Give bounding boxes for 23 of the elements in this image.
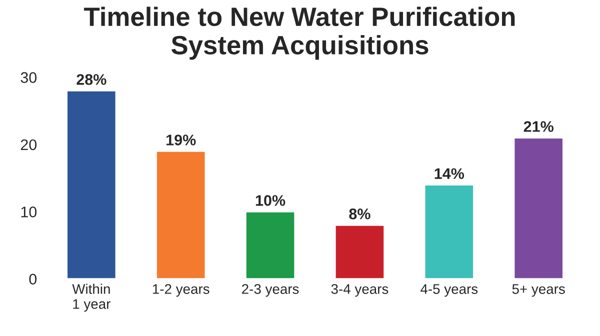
data-label: 8% bbox=[349, 208, 370, 220]
data-label: 19% bbox=[166, 134, 196, 146]
data-label: 21% bbox=[524, 121, 554, 132]
chart-title: Timeline to New Water Purification System Acquisitions bbox=[84, 6, 515, 60]
bar bbox=[244, 210, 296, 280]
y-tick-label: 30 bbox=[20, 72, 37, 83]
x-tick-label: 4-5 years bbox=[420, 284, 478, 297]
bar bbox=[66, 90, 117, 280]
x-tick-label: Within 1 year bbox=[72, 284, 110, 312]
x-tick-label: 5+ years bbox=[512, 284, 565, 297]
bar bbox=[513, 137, 564, 280]
bar bbox=[156, 150, 206, 280]
data-label: 14% bbox=[434, 168, 464, 179]
y-tick-label: 0 bbox=[29, 274, 37, 285]
data-label: 28% bbox=[76, 74, 106, 85]
y-tick-label: 20 bbox=[20, 139, 37, 150]
bar bbox=[334, 224, 386, 280]
x-tick-label: 2-3 years bbox=[242, 284, 299, 297]
x-tick-label: 3-4 years bbox=[331, 284, 388, 297]
data-label: 10% bbox=[256, 195, 286, 206]
x-tick-label: 1-2 years bbox=[152, 284, 210, 297]
y-tick-label: 10 bbox=[21, 206, 37, 218]
bar bbox=[424, 184, 474, 280]
